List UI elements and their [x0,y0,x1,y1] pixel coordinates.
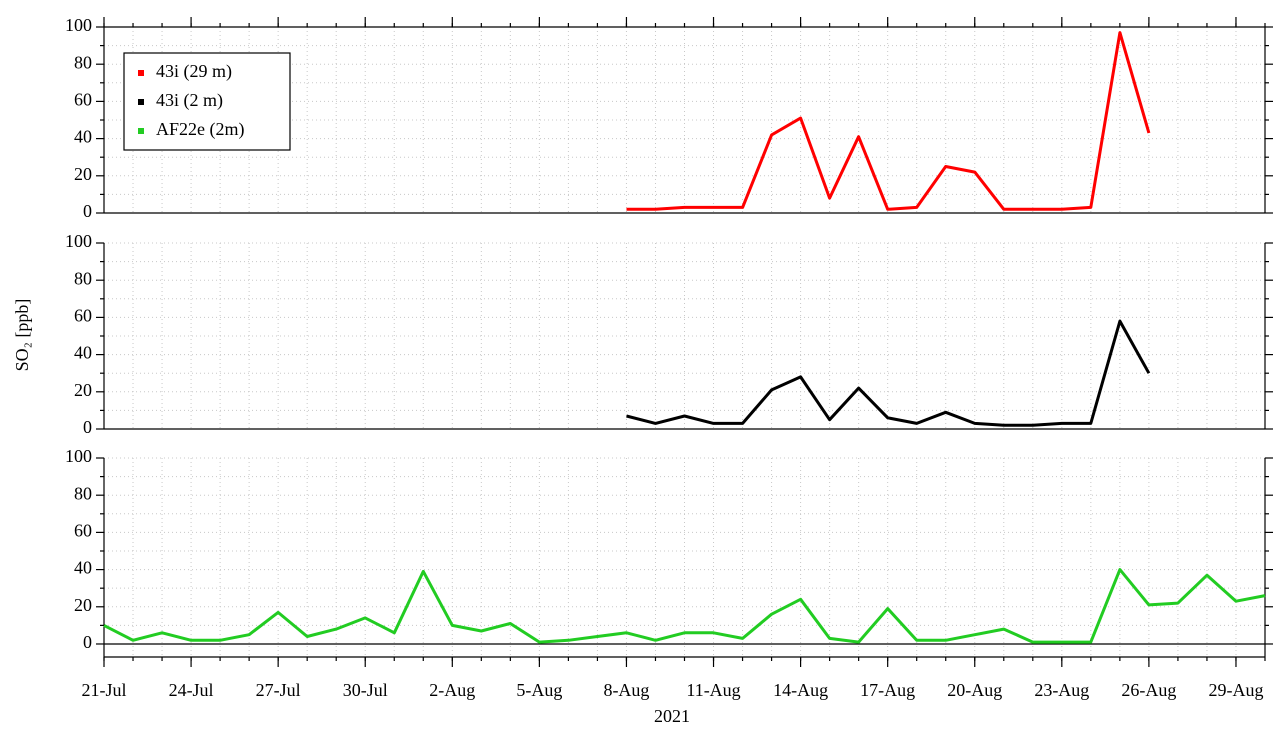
legend-label: AF22e (2m) [156,119,245,140]
legend-box [123,52,291,151]
y-tick-label: 80 [74,268,92,288]
y-tick-label: 100 [65,231,92,251]
y-tick-label: 40 [74,127,92,147]
y-tick-label: 80 [74,483,92,503]
x-tick-label: 26-Aug [1121,680,1176,700]
y-tick-label: 60 [74,306,92,326]
x-tick-label: 8-Aug [603,680,649,700]
legend-label: 43i (2 m) [156,90,223,111]
y-tick-label: 60 [74,90,92,110]
y-tick-label: 40 [74,343,92,363]
y-tick-label: 0 [83,632,92,652]
y-axis-label: SO₂ [ppb] [12,299,32,372]
series-line [626,319,1151,427]
series-line [103,568,1266,644]
y-tick-label: 0 [83,417,92,437]
x-tick-label: 2-Aug [429,680,475,700]
y-tick-label: 80 [74,52,92,72]
x-tick-label: 23-Aug [1034,680,1089,700]
y-tick-label: 20 [74,164,92,184]
legend-swatch [138,70,144,76]
y-tick-label: 60 [74,521,92,541]
x-tick-label: 5-Aug [516,680,562,700]
y-tick-label: 100 [65,446,92,466]
legend-swatch [138,128,144,134]
y-tick-label: 0 [83,201,92,221]
y-tick-label: 100 [65,15,92,35]
x-tick-label: 29-Aug [1208,680,1263,700]
x-tick-label: 17-Aug [860,680,915,700]
legend-swatch [138,99,144,105]
y-tick-label: 20 [74,595,92,615]
y-tick-label: 20 [74,380,92,400]
x-tick-label: 11-Aug [686,680,740,700]
x-tick-label: 21-Jul [82,680,127,700]
series-line [626,31,1151,211]
x-axis-label: 2021 [654,706,690,726]
x-tick-label: 27-Jul [256,680,301,700]
y-tick-label: 40 [74,558,92,578]
legend-label: 43i (29 m) [156,61,232,82]
x-tick-label: 30-Jul [343,680,388,700]
x-tick-label: 20-Aug [947,680,1002,700]
x-tick-label: 24-Jul [169,680,214,700]
x-tick-label: 14-Aug [773,680,828,700]
